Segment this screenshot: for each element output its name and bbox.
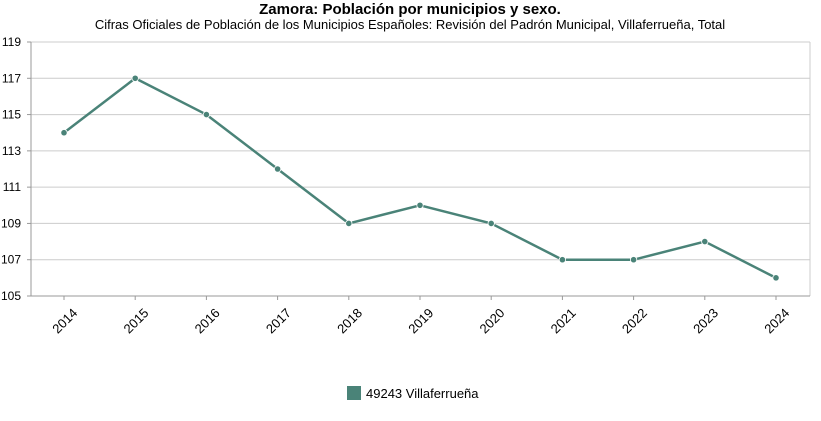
data-point bbox=[558, 256, 567, 264]
x-tick-label: 2020 bbox=[476, 305, 507, 336]
series-line bbox=[63, 77, 777, 279]
data-point bbox=[60, 129, 68, 137]
x-tick-label: 2014 bbox=[49, 305, 80, 336]
x-tick-label: 2015 bbox=[120, 305, 151, 336]
axes bbox=[27, 41, 810, 300]
y-tick-label: 115 bbox=[2, 108, 21, 122]
data-point bbox=[202, 110, 210, 119]
y-tick-label: 119 bbox=[2, 35, 21, 49]
x-tick-label: 2021 bbox=[548, 305, 579, 336]
legend-label: 49243 Villaferrueña bbox=[366, 386, 479, 401]
x-tick-label: 2018 bbox=[334, 305, 365, 336]
x-tick-label: 2022 bbox=[619, 305, 650, 336]
y-tick-label: 111 bbox=[3, 180, 22, 194]
y-tick-label: 107 bbox=[1, 253, 21, 267]
x-tick-label: 2024 bbox=[761, 305, 792, 336]
data-point bbox=[772, 274, 780, 282]
y-tick-label: 105 bbox=[1, 289, 21, 303]
series-lines bbox=[63, 77, 777, 279]
data-point bbox=[416, 201, 424, 209]
chart-title: Zamora: Población por municipios y sexo. bbox=[259, 1, 561, 18]
x-tick-label: 2019 bbox=[405, 305, 436, 336]
y-tick-label: 109 bbox=[1, 216, 21, 230]
grid-lines bbox=[31, 41, 811, 297]
x-tick-label: 2017 bbox=[263, 305, 294, 336]
data-point bbox=[273, 165, 282, 173]
legend: 49243 Villaferrueña bbox=[347, 386, 479, 401]
x-tick-label: 2016 bbox=[192, 305, 223, 336]
series-points bbox=[60, 74, 780, 282]
x-tick-label: 2023 bbox=[690, 305, 721, 336]
data-point bbox=[345, 219, 353, 228]
legend-swatch bbox=[347, 386, 361, 400]
x-axis-ticks: 2014 2015 2016 2017 2018 2019 2020 2021 2022 2023… bbox=[49, 305, 792, 336]
data-point bbox=[487, 219, 495, 228]
data-point bbox=[131, 74, 139, 82]
y-tick-label: 117 bbox=[2, 71, 21, 85]
y-axis-ticks: 105 107 109 111 113 115 117 119 bbox=[1, 35, 21, 303]
data-point bbox=[701, 237, 709, 246]
data-point bbox=[629, 256, 638, 264]
y-tick-label: 113 bbox=[2, 144, 21, 158]
chart-subtitle: Cifras Oficiales de Población de los Mun… bbox=[95, 17, 725, 32]
